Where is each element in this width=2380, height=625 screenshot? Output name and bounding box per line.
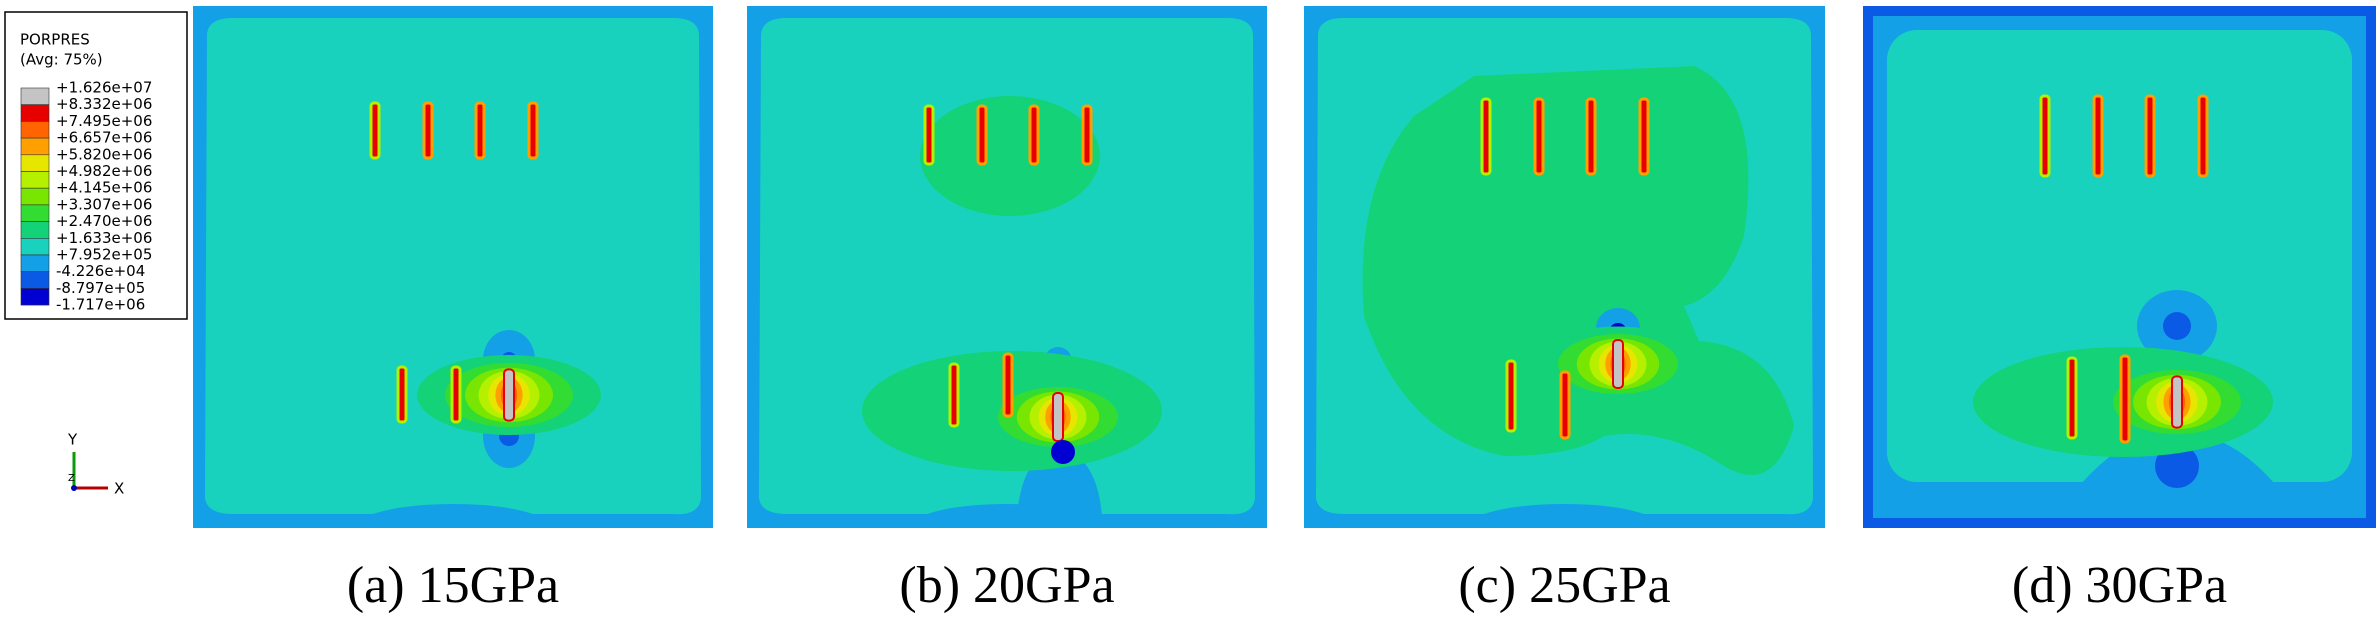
fracture (2144, 94, 2156, 178)
fracture (976, 104, 988, 166)
legend-swatch (20, 154, 50, 172)
triad-origin (71, 485, 77, 491)
legend-swatch (20, 288, 50, 306)
legend-label: +4.145e+06 (56, 179, 152, 197)
pressure-zone (920, 96, 1100, 216)
fracture (422, 101, 434, 160)
panel-caption: (c) 25GPa (1458, 557, 1670, 614)
fracture (503, 368, 515, 422)
panel-caption: (a) 15GPa (347, 557, 559, 614)
triad-x: X (114, 480, 124, 498)
domain (205, 18, 701, 515)
fracture (474, 101, 486, 160)
legend-swatch (20, 104, 50, 122)
legend-title: PORPRES (20, 31, 90, 49)
panel (193, 6, 713, 528)
fracture (1612, 339, 1624, 389)
legend-swatch (20, 87, 50, 106)
fracture (1002, 352, 1014, 418)
legend-label: +1.626e+07 (56, 79, 152, 97)
fracture (2197, 94, 2209, 178)
triad-z: Z (68, 473, 75, 484)
panel-caption: (d) 30GPa (2012, 557, 2227, 614)
fracture (948, 362, 960, 428)
fracture (369, 101, 381, 160)
fracture (2039, 94, 2051, 178)
legend-swatch (20, 121, 50, 139)
legend-label: +7.952e+05 (56, 246, 152, 264)
legend-subtitle: (Avg: 75%) (20, 51, 103, 69)
fracture (1028, 104, 1040, 166)
legend-label: +1.633e+06 (56, 229, 152, 247)
panel (1304, 6, 1825, 528)
fracture (1533, 97, 1545, 176)
pressure-zone (2163, 312, 2191, 340)
legend-label: -1.717e+06 (56, 296, 145, 314)
legend-swatch (20, 238, 50, 256)
fracture (2171, 375, 2183, 429)
fracture (2119, 354, 2131, 444)
fracture (527, 101, 539, 160)
fracture (1081, 104, 1093, 166)
fracture (1480, 97, 1492, 176)
legend-label: +3.307e+06 (56, 195, 152, 213)
legend-label: -4.226e+04 (56, 262, 145, 280)
legend-label: +7.495e+06 (56, 112, 152, 130)
legend-label: +4.982e+06 (56, 162, 152, 180)
legend-label: -8.797e+05 (56, 279, 145, 297)
legend-swatch (20, 171, 50, 189)
legend-label: +8.332e+06 (56, 95, 152, 113)
panel (1863, 6, 2376, 528)
legend-swatch (20, 254, 50, 273)
fracture (1505, 359, 1517, 433)
legend-swatch (20, 187, 50, 206)
pressure-zone (1051, 440, 1075, 464)
triad: Y X Z (67, 431, 124, 498)
legend-swatch (20, 137, 50, 156)
fracture (2066, 356, 2078, 440)
fracture (1052, 392, 1064, 442)
legend-label: +5.820e+06 (56, 145, 152, 163)
fracture (450, 365, 462, 424)
pressure-zone (2155, 444, 2199, 488)
fracture (1585, 97, 1597, 176)
fracture (396, 365, 408, 424)
triad-y: Y (67, 431, 78, 449)
legend-swatch (20, 204, 50, 222)
fracture (2092, 94, 2104, 178)
panel-caption: (b) 20GPa (899, 557, 1114, 614)
panel (747, 6, 1267, 528)
legend-swatch (20, 221, 50, 239)
legend-label: +6.657e+06 (56, 129, 152, 147)
fracture (1638, 97, 1650, 176)
fracture (923, 104, 935, 166)
fracture (1559, 370, 1571, 440)
legend-swatch (20, 271, 50, 289)
legend-label: +2.470e+06 (56, 212, 152, 230)
